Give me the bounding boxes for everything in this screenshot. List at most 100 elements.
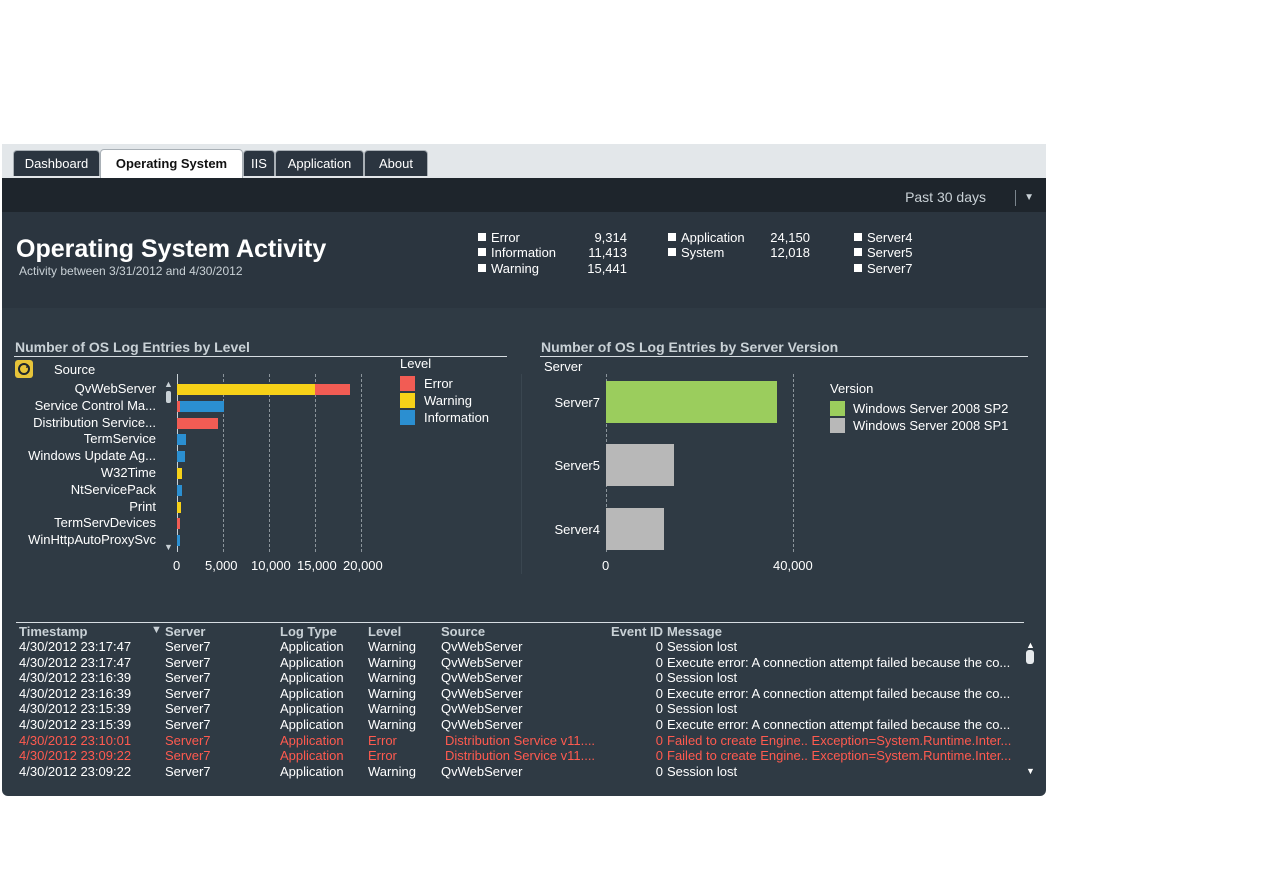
table-header: Timestamp ▼ Server Log Type Level Source… xyxy=(16,624,1040,639)
cell-server: Server7 xyxy=(165,763,211,779)
column-server[interactable]: Server xyxy=(165,624,206,639)
bar-sp1[interactable] xyxy=(606,444,674,486)
scroll-thumb[interactable] xyxy=(166,391,171,403)
cell-source: QvWebServer xyxy=(441,763,523,779)
cell-message: Session lost xyxy=(667,701,738,717)
filter-server4[interactable]: Server4 xyxy=(854,230,913,245)
tab-bar: Dashboard Operating System IIS Applicati… xyxy=(2,144,1046,178)
table-row[interactable]: 4/30/2012 23:17:47 Server7 Application Warn… xyxy=(16,655,1022,670)
cell-level: Error xyxy=(368,732,397,748)
legend-label: Warning xyxy=(424,393,472,408)
filter-level-warning[interactable]: Warning xyxy=(478,261,539,276)
category-label: W32Time xyxy=(100,465,156,480)
x-tick-label: 0 xyxy=(173,558,181,573)
legend-label: Windows Server 2008 SP2 xyxy=(853,401,1009,416)
bar-information[interactable] xyxy=(177,434,187,446)
cell-event-id: 0 xyxy=(655,670,663,686)
checkbox-icon xyxy=(668,248,676,256)
chevron-up-icon[interactable]: ▲ xyxy=(164,379,173,389)
cell-event-id: 0 xyxy=(655,732,663,748)
table-row[interactable]: 4/30/2012 23:09:22 Server7 Application Warn… xyxy=(16,764,1022,779)
tab-about[interactable]: About xyxy=(364,150,428,176)
chevron-down-icon[interactable]: ▼ xyxy=(1024,192,1034,203)
checkbox-icon xyxy=(854,233,862,241)
chart-version-title: Number of OS Log Entries by Server Versi… xyxy=(541,339,839,355)
bar-warning[interactable] xyxy=(177,468,182,479)
checkbox-icon xyxy=(854,248,862,256)
cycle-icon[interactable] xyxy=(15,360,33,378)
filter-level-information[interactable]: Information xyxy=(478,245,556,260)
tab-dashboard[interactable]: Dashboard xyxy=(13,150,100,176)
bar-warning[interactable] xyxy=(177,501,181,513)
tab-application[interactable]: Application xyxy=(275,150,364,176)
sort-icon[interactable]: ▼ xyxy=(151,624,162,636)
table-scrollbar[interactable]: ▲ ▼ xyxy=(1024,622,1036,780)
chevron-down-icon[interactable]: ▼ xyxy=(164,542,173,552)
column-log-type[interactable]: Log Type xyxy=(280,624,337,639)
table-row[interactable]: 4/30/2012 23:15:39 Server7 Application Warn… xyxy=(16,701,1022,716)
bar-warning[interactable] xyxy=(177,384,315,395)
page-header xyxy=(2,212,1046,308)
cell-message: Session lost xyxy=(667,670,738,686)
column-source[interactable]: Source xyxy=(441,624,486,639)
table-row[interactable]: 4/30/2012 23:15:39 Server7 Application Warn… xyxy=(16,717,1022,732)
filter-label: Information xyxy=(491,245,557,260)
cell-timestamp: 4/30/2012 23:10:01 xyxy=(19,732,132,748)
checkbox-icon xyxy=(478,248,486,256)
bar-sp2[interactable] xyxy=(606,381,777,423)
filter-server5[interactable]: Server5 xyxy=(854,245,913,260)
column-timestamp[interactable]: Timestamp xyxy=(19,624,88,639)
divider xyxy=(14,356,507,357)
filter-logtype-application[interactable]: Application xyxy=(668,230,745,245)
cell-message: Execute error: A connection attempt fail… xyxy=(667,717,1011,732)
filter-label: Application xyxy=(681,230,745,245)
filter-count: 15,441 xyxy=(587,261,627,276)
period-selector[interactable]: Past 30 days xyxy=(905,189,986,205)
cell-log-type: Application xyxy=(280,717,344,732)
cell-log-type: Application xyxy=(280,763,344,779)
bar-information[interactable] xyxy=(177,484,182,496)
column-event-id[interactable]: Event ID xyxy=(611,624,664,639)
cell-event-id: 0 xyxy=(655,748,663,764)
cell-event-id: 0 xyxy=(655,685,663,701)
column-level[interactable]: Level xyxy=(368,624,402,639)
cell-timestamp: 4/30/2012 23:17:47 xyxy=(19,639,132,654)
bar-information[interactable] xyxy=(177,535,180,547)
cell-source: Distribution Service v11.... xyxy=(445,732,596,748)
table-row[interactable]: 4/30/2012 23:10:01 Server7 Application Erro… xyxy=(16,733,1022,748)
cell-message: Failed to create Engine.. Exception=Syst… xyxy=(667,732,1012,748)
bar-error[interactable] xyxy=(177,417,219,429)
divider xyxy=(16,622,1036,623)
category-label: WinHttpAutoProxySvc xyxy=(28,532,156,548)
scroll-thumb[interactable] xyxy=(1026,650,1034,664)
table-row[interactable]: 4/30/2012 23:09:22 Server7 Application Erro… xyxy=(16,748,1022,763)
cell-server: Server7 xyxy=(165,654,211,670)
tab-operating-system[interactable]: Operating System xyxy=(100,149,243,178)
cell-event-id: 0 xyxy=(655,763,663,779)
bar-error[interactable] xyxy=(177,400,180,412)
tab-iis[interactable]: IIS xyxy=(243,150,275,176)
category-label: Server7 xyxy=(554,395,600,410)
page-subtitle: Activity between 3/31/2012 and 4/30/2012 xyxy=(19,264,243,278)
cell-event-id: 0 xyxy=(655,717,663,732)
chevron-up-icon[interactable]: ▲ xyxy=(1026,640,1035,650)
bar-information[interactable] xyxy=(177,451,186,463)
chevron-down-icon[interactable]: ▼ xyxy=(1026,766,1035,776)
cell-timestamp: 4/30/2012 23:16:39 xyxy=(19,670,132,686)
chart-level-title: Number of OS Log Entries by Level xyxy=(15,339,250,355)
bar-error[interactable] xyxy=(177,518,180,530)
bar-error[interactable] xyxy=(315,384,350,395)
filter-server7[interactable]: Server7 xyxy=(854,261,913,276)
cell-log-type: Application xyxy=(280,639,344,654)
cell-log-type: Application xyxy=(280,748,344,764)
column-message[interactable]: Message xyxy=(667,624,722,639)
table-row[interactable]: 4/30/2012 23:16:39 Server7 Application Warn… xyxy=(16,686,1022,701)
x-tick-label: 20,000 xyxy=(343,558,383,573)
chart-level-legend-title: Level xyxy=(400,356,432,371)
filter-logtype-system[interactable]: System xyxy=(668,245,724,260)
table-row[interactable]: 4/30/2012 23:17:47 Server7 Application Warn… xyxy=(16,639,1022,654)
bar-sp1[interactable] xyxy=(606,508,665,550)
table-row[interactable]: 4/30/2012 23:16:39 Server7 Application Warn… xyxy=(16,670,1022,685)
filter-level-error[interactable]: Error xyxy=(478,230,520,245)
bar-information[interactable] xyxy=(180,400,225,412)
